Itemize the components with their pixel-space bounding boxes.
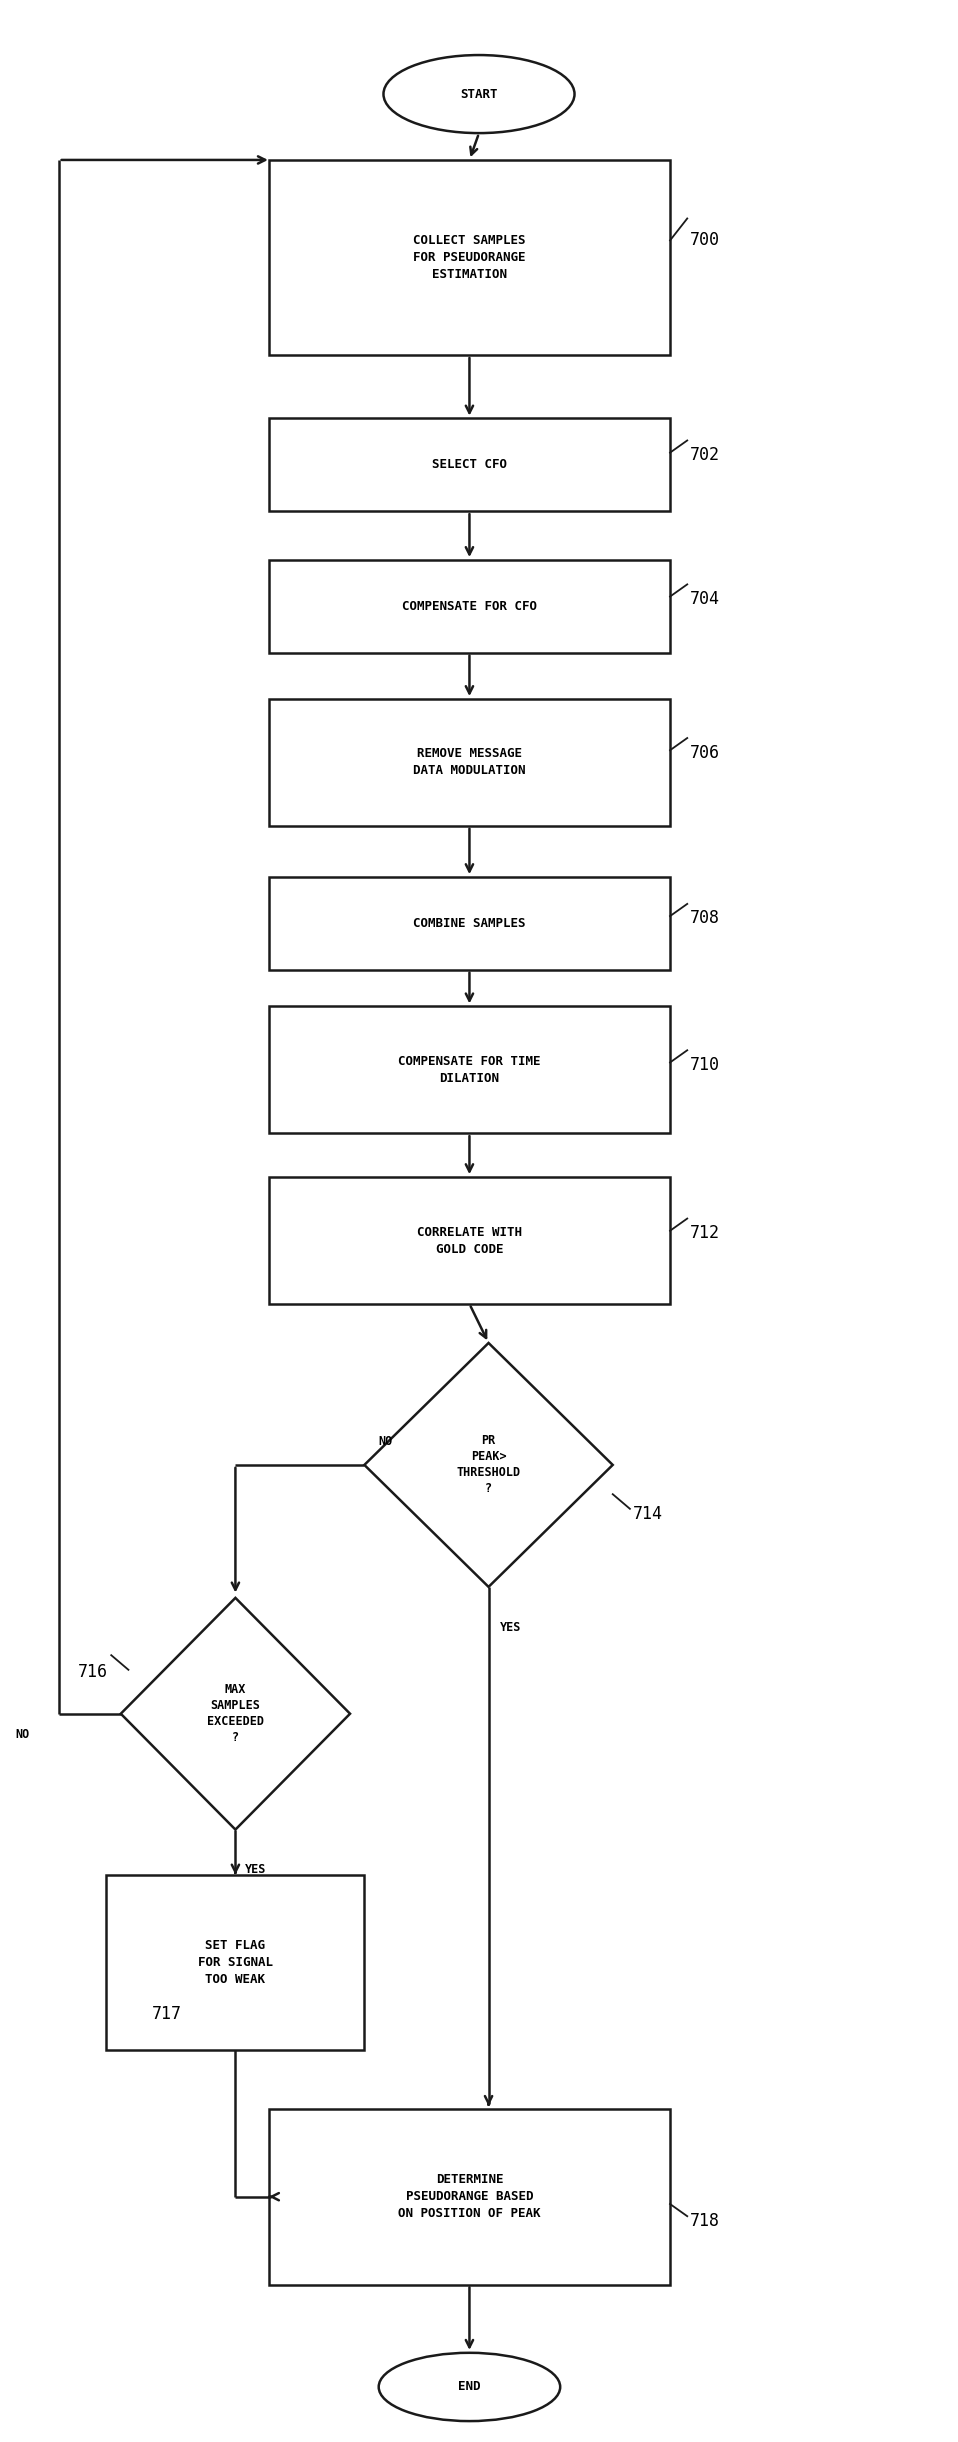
Text: 717: 717 — [152, 2005, 182, 2022]
FancyBboxPatch shape — [269, 698, 670, 825]
Polygon shape — [364, 1343, 613, 1587]
Text: COMPENSATE FOR TIME
DILATION: COMPENSATE FOR TIME DILATION — [399, 1055, 540, 1084]
Text: NO: NO — [378, 1436, 393, 1448]
FancyBboxPatch shape — [269, 1006, 670, 1133]
Text: CORRELATE WITH
GOLD CODE: CORRELATE WITH GOLD CODE — [417, 1226, 522, 1255]
Text: 700: 700 — [690, 232, 720, 249]
Text: 704: 704 — [690, 591, 720, 608]
Text: 702: 702 — [690, 447, 720, 464]
Text: MAX
SAMPLES
EXCEEDED
?: MAX SAMPLES EXCEEDED ? — [207, 1683, 263, 1744]
Text: REMOVE MESSAGE
DATA MODULATION: REMOVE MESSAGE DATA MODULATION — [413, 747, 526, 777]
Ellipse shape — [378, 2352, 560, 2420]
FancyBboxPatch shape — [269, 1177, 670, 1304]
Text: YES: YES — [245, 1863, 266, 1875]
Text: 706: 706 — [690, 742, 720, 762]
Text: COLLECT SAMPLES
FOR PSEUDORANGE
ESTIMATION: COLLECT SAMPLES FOR PSEUDORANGE ESTIMATI… — [413, 234, 526, 281]
Text: NO: NO — [15, 1729, 30, 1741]
Text: SELECT CFO: SELECT CFO — [432, 459, 507, 471]
FancyBboxPatch shape — [269, 418, 670, 510]
Text: 718: 718 — [690, 2212, 720, 2230]
FancyBboxPatch shape — [269, 159, 670, 354]
FancyBboxPatch shape — [269, 877, 670, 969]
Text: START: START — [460, 88, 498, 100]
Text: 714: 714 — [633, 1504, 663, 1521]
FancyBboxPatch shape — [269, 559, 670, 652]
Text: 710: 710 — [690, 1055, 720, 1074]
Text: SET FLAG
FOR SIGNAL
TOO WEAK: SET FLAG FOR SIGNAL TOO WEAK — [198, 1939, 273, 1985]
Text: 708: 708 — [690, 908, 720, 928]
Polygon shape — [121, 1597, 350, 1829]
FancyBboxPatch shape — [269, 2110, 670, 2286]
Text: COMPENSATE FOR CFO: COMPENSATE FOR CFO — [402, 601, 536, 613]
Text: 716: 716 — [78, 1663, 108, 1680]
Text: DETERMINE
PSEUDORANGE BASED
ON POSITION OF PEAK: DETERMINE PSEUDORANGE BASED ON POSITION … — [399, 2173, 540, 2220]
Text: YES: YES — [500, 1621, 521, 1634]
Text: 712: 712 — [690, 1223, 720, 1243]
FancyBboxPatch shape — [106, 1875, 364, 2051]
Text: END: END — [458, 2381, 481, 2393]
Text: COMBINE SAMPLES: COMBINE SAMPLES — [413, 916, 526, 930]
Ellipse shape — [383, 56, 575, 134]
Text: PR
PEAK>
THRESHOLD
?: PR PEAK> THRESHOLD ? — [457, 1433, 520, 1495]
